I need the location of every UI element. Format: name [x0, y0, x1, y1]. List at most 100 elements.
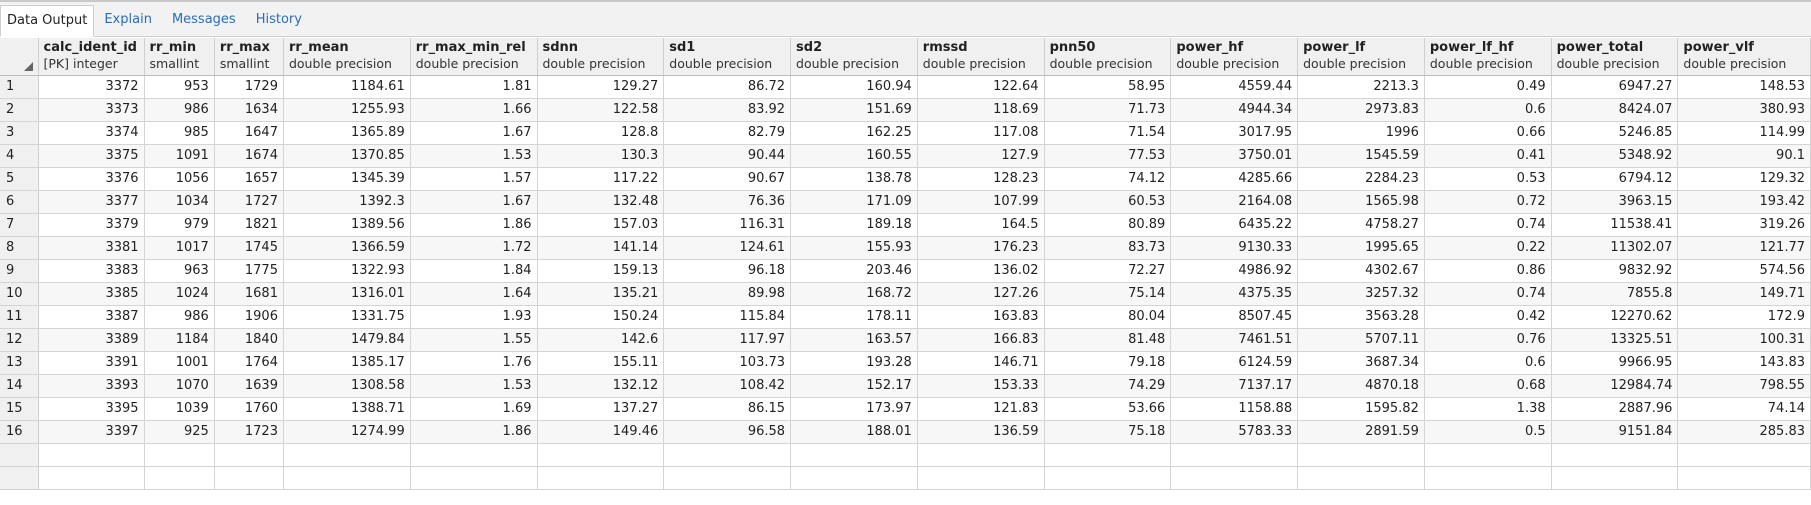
- table-cell[interactable]: 136.02: [917, 259, 1045, 283]
- table-cell[interactable]: 2284.23: [1297, 167, 1425, 191]
- table-cell[interactable]: 1.67: [410, 190, 538, 214]
- table-cell[interactable]: 0.74: [1424, 213, 1552, 237]
- table-cell[interactable]: 0.76: [1424, 328, 1552, 352]
- table-cell[interactable]: 81.48: [1044, 328, 1172, 352]
- row-number[interactable]: 12: [0, 328, 39, 352]
- table-cell[interactable]: 1322.93: [283, 259, 411, 283]
- table-cell[interactable]: 74.29: [1044, 374, 1172, 398]
- table-cell[interactable]: 3379: [38, 213, 145, 237]
- table-cell[interactable]: 1274.99: [283, 420, 411, 444]
- table-cell[interactable]: 12270.62: [1551, 305, 1679, 329]
- row-number[interactable]: 1: [0, 75, 39, 99]
- row-number[interactable]: 2: [0, 98, 39, 122]
- table-cell[interactable]: 137.27: [537, 397, 665, 421]
- column-header-rmssd[interactable]: rmssd double precision: [917, 38, 1045, 76]
- table-cell[interactable]: 319.26: [1677, 213, 1811, 237]
- table-cell[interactable]: 163.83: [917, 305, 1045, 329]
- table-cell[interactable]: 3383: [38, 259, 145, 283]
- table-row[interactable]: 13 3391 1001 1764 1385.17 1.76 155.11 103.73 193…: [0, 351, 1811, 375]
- table-cell[interactable]: 173.97: [790, 397, 918, 421]
- select-all-corner[interactable]: [0, 38, 39, 76]
- table-cell[interactable]: 2973.83: [1297, 98, 1425, 122]
- table-cell[interactable]: 74.14: [1677, 397, 1811, 421]
- table-cell[interactable]: 1595.82: [1297, 397, 1425, 421]
- table-cell[interactable]: 1385.17: [283, 351, 411, 375]
- table-cell[interactable]: 193.28: [790, 351, 918, 375]
- table-cell[interactable]: 1.84: [410, 259, 538, 283]
- row-number[interactable]: 8: [0, 236, 39, 260]
- column-header-rr-max[interactable]: rr_max smallint: [214, 38, 284, 76]
- table-cell[interactable]: 4986.92: [1170, 259, 1299, 283]
- table-cell[interactable]: 986: [144, 305, 215, 329]
- table-cell[interactable]: 1634: [214, 98, 284, 122]
- table-cell[interactable]: 143.83: [1677, 351, 1811, 375]
- table-row[interactable]: 15 3395 1039 1760 1388.71 1.69 137.27 86.15 173.…: [0, 397, 1811, 421]
- table-cell[interactable]: 798.55: [1677, 374, 1811, 398]
- table-cell[interactable]: 2887.96: [1551, 397, 1679, 421]
- table-cell[interactable]: 83.92: [663, 98, 792, 122]
- row-number[interactable]: 15: [0, 397, 39, 421]
- table-cell[interactable]: 203.46: [790, 259, 918, 283]
- table-row[interactable]: 1 3372 953 1729 1184.61 1.81 129.27 86.72 160.94…: [0, 75, 1811, 99]
- table-cell[interactable]: 1345.39: [283, 167, 411, 191]
- table-cell[interactable]: 71.73: [1044, 98, 1172, 122]
- table-cell[interactable]: 7461.51: [1170, 328, 1299, 352]
- table-cell[interactable]: 168.72: [790, 282, 918, 306]
- table-cell[interactable]: 96.58: [663, 420, 792, 444]
- row-number[interactable]: 7: [0, 213, 39, 237]
- data-grid[interactable]: calc_ident_id [PK] integer rr_min smallint r…: [0, 38, 1811, 505]
- table-cell[interactable]: 1.64: [410, 282, 538, 306]
- table-row[interactable]: 14 3393 1070 1639 1308.58 1.53 132.12 108.42 152…: [0, 374, 1811, 398]
- table-cell[interactable]: 127.26: [917, 282, 1045, 306]
- column-header-rr-min[interactable]: rr_min smallint: [144, 38, 215, 76]
- table-cell[interactable]: 116.31: [663, 213, 792, 237]
- table-cell[interactable]: 1.57: [410, 167, 538, 191]
- table-cell[interactable]: 80.04: [1044, 305, 1172, 329]
- table-cell[interactable]: 2891.59: [1297, 420, 1425, 444]
- table-cell[interactable]: 1647: [214, 121, 284, 145]
- table-cell[interactable]: 1.86: [410, 213, 538, 237]
- table-cell[interactable]: 1.72: [410, 236, 538, 260]
- table-cell[interactable]: 985: [144, 121, 215, 145]
- table-cell[interactable]: 160.55: [790, 144, 918, 168]
- table-cell[interactable]: 6794.12: [1551, 167, 1679, 191]
- table-cell[interactable]: 0.74: [1424, 282, 1552, 306]
- table-cell[interactable]: 132.12: [537, 374, 665, 398]
- table-cell[interactable]: 86.15: [663, 397, 792, 421]
- table-cell[interactable]: 1184: [144, 328, 215, 352]
- table-cell[interactable]: 71.54: [1044, 121, 1172, 145]
- table-cell[interactable]: 96.18: [663, 259, 792, 283]
- table-cell[interactable]: 3017.95: [1170, 121, 1299, 145]
- table-cell[interactable]: 1.66: [410, 98, 538, 122]
- table-cell[interactable]: 80.89: [1044, 213, 1172, 237]
- table-cell[interactable]: 0.72: [1424, 190, 1552, 214]
- table-cell[interactable]: 129.27: [537, 75, 665, 99]
- table-cell[interactable]: 132.48: [537, 190, 665, 214]
- table-cell[interactable]: 107.99: [917, 190, 1045, 214]
- table-cell[interactable]: 60.53: [1044, 190, 1172, 214]
- table-cell[interactable]: 0.41: [1424, 144, 1552, 168]
- table-cell[interactable]: 75.18: [1044, 420, 1172, 444]
- row-number[interactable]: 3: [0, 121, 39, 145]
- table-cell[interactable]: 121.77: [1677, 236, 1811, 260]
- table-cell[interactable]: 1370.85: [283, 144, 411, 168]
- table-cell[interactable]: 9130.33: [1170, 236, 1299, 260]
- table-cell[interactable]: 89.98: [663, 282, 792, 306]
- table-cell[interactable]: 4944.34: [1170, 98, 1299, 122]
- row-number[interactable]: 5: [0, 167, 39, 191]
- table-cell[interactable]: 90.67: [663, 167, 792, 191]
- table-cell[interactable]: 1821: [214, 213, 284, 237]
- table-cell[interactable]: 1479.84: [283, 328, 411, 352]
- table-cell[interactable]: 963: [144, 259, 215, 283]
- table-cell[interactable]: 1158.88: [1170, 397, 1299, 421]
- table-cell[interactable]: 1.76: [410, 351, 538, 375]
- table-cell[interactable]: 108.42: [663, 374, 792, 398]
- row-number[interactable]: 13: [0, 351, 39, 375]
- table-cell[interactable]: 90.1: [1677, 144, 1811, 168]
- table-cell[interactable]: 3385: [38, 282, 145, 306]
- table-cell[interactable]: 1024: [144, 282, 215, 306]
- table-cell[interactable]: 162.25: [790, 121, 918, 145]
- table-cell[interactable]: 1331.75: [283, 305, 411, 329]
- table-cell[interactable]: 193.42: [1677, 190, 1811, 214]
- table-cell[interactable]: 6435.22: [1170, 213, 1299, 237]
